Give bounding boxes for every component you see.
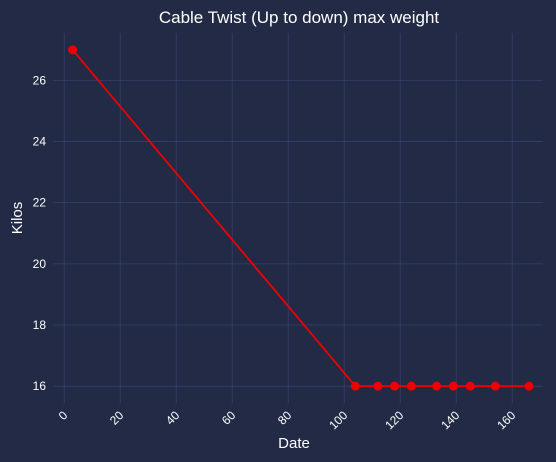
y-tick-label: 22 — [33, 196, 47, 210]
data-point — [390, 381, 400, 391]
y-tick-label: 18 — [33, 318, 47, 332]
data-point — [490, 381, 500, 391]
data-point — [432, 381, 442, 391]
data-point — [465, 381, 475, 391]
data-point — [68, 45, 78, 55]
chart-title: Cable Twist (Up to down) max weight — [159, 8, 440, 27]
data-point — [373, 381, 383, 391]
y-tick-label: 20 — [33, 257, 47, 271]
data-point — [524, 381, 534, 391]
y-tick-label: 26 — [33, 73, 47, 87]
data-point — [406, 381, 416, 391]
grid — [53, 33, 543, 403]
data-point — [448, 381, 458, 391]
y-tick-label: 16 — [33, 379, 47, 393]
data-point — [350, 381, 360, 391]
series-line — [71, 49, 529, 388]
x-axis-label: Date — [278, 435, 310, 452]
series — [68, 45, 534, 391]
y-tick-label: 24 — [33, 135, 47, 149]
y-axis-label: Kilos — [9, 202, 26, 235]
